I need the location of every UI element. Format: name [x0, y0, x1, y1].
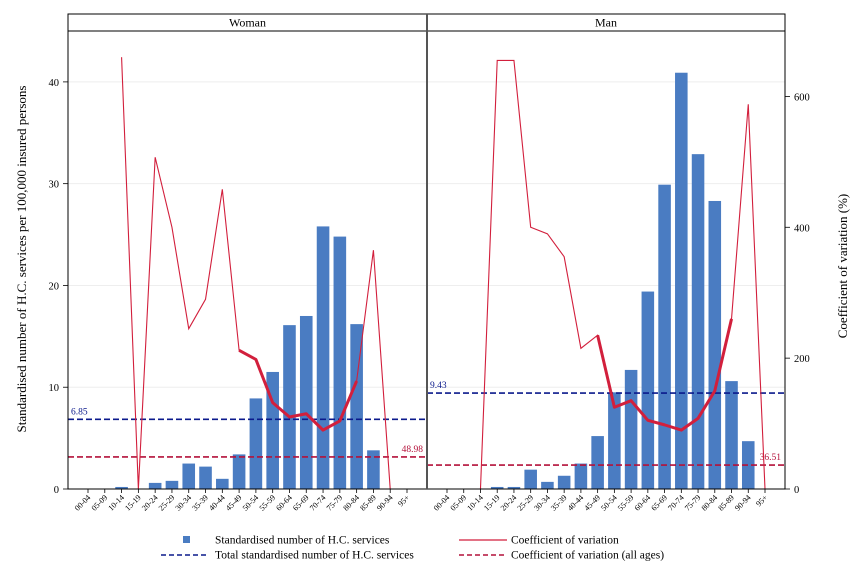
panel-1-bar-16 — [350, 324, 363, 489]
panel-2-bar-9 — [591, 436, 604, 489]
panel-1-xtick-label-1: 05-09 — [90, 493, 110, 513]
panel-2-xtick-label-3: 15-19 — [482, 493, 502, 513]
legend-label-cv-line: Coefficient of variation — [511, 535, 619, 547]
legend-label-cv-all-ref: Coefficient of variation (all ages) — [511, 550, 664, 562]
panel-1-bar-17 — [367, 450, 380, 489]
panel-2-bar-13 — [658, 184, 671, 489]
panel-2-bar-17 — [725, 381, 738, 489]
panel-1-bar-5 — [165, 480, 179, 489]
y-left-tick-label-3: 30 — [49, 180, 60, 191]
panel-1-xtick-label-6: 30-34 — [174, 493, 194, 513]
panel-1-xtick-label-3: 15-19 — [123, 493, 143, 513]
panel-2-xtick-label-14: 70-74 — [666, 493, 686, 513]
panel-2-cv-line-bold — [596, 318, 733, 432]
panel-2-bar-15 — [691, 154, 705, 489]
panel-2-xtick-label-17: 85-89 — [716, 493, 736, 513]
panel-2-xtick-label-0: 00-04 — [432, 493, 452, 513]
panel-2-xtick-label-12: 60-64 — [633, 493, 653, 513]
panel-2-xtick-label-2: 10-14 — [465, 493, 485, 513]
panel-2-xtick-label-11: 55-59 — [616, 493, 636, 513]
panel-1-bar-11 — [266, 371, 279, 489]
panel-2-bar-16 — [708, 200, 722, 490]
panel-2-xtick-label-16: 80-84 — [700, 493, 720, 513]
panel-1-xtick-label-19: 95+ — [396, 493, 412, 509]
panel-2-total-ref-label: 9.43 — [430, 381, 447, 391]
y-left-tick-label-2: 20 — [49, 281, 60, 292]
y-left-tick-label-4: 40 — [49, 78, 60, 89]
panel-1-xtick-label-16: 80-84 — [341, 493, 361, 513]
panel-1-xtick-label-14: 70-74 — [308, 493, 328, 513]
panel-2-bar-11 — [624, 369, 638, 489]
panel-2-xtick-label-13: 65-69 — [649, 493, 669, 513]
panel-2-bar-14 — [675, 72, 688, 490]
panel-2-bar-5 — [524, 469, 537, 489]
panel-2-bar-18 — [741, 441, 755, 489]
panel-1-xtick-label-8: 40-44 — [207, 493, 227, 513]
plot-layer: 6.8548.98Woman00-0405-0910-1415-1920-242… — [49, 13, 810, 513]
panel-1-bar-14 — [316, 226, 330, 489]
panel-2-xtick-label-4: 20-24 — [499, 493, 519, 513]
panel-1-bar-12 — [283, 325, 296, 489]
panel-1-bar-15 — [333, 236, 347, 489]
y-axis-title-right: Coefficient of variation (%) — [835, 194, 850, 339]
panel-2-strip-title: Man — [595, 16, 617, 30]
panel-1-xtick-label-10: 50-54 — [241, 493, 261, 513]
panel-1-bar-4 — [148, 482, 162, 489]
y-right-tick-label-2: 400 — [794, 223, 810, 234]
panel-1-bar-10 — [249, 398, 263, 489]
panel-1-xtick-label-4: 20-24 — [140, 493, 160, 513]
y-axis-title-left: Standardised number of H.C. services per… — [14, 86, 29, 433]
panel-2-xtick-label-9: 45-49 — [582, 493, 602, 513]
panel-2-xtick-label-8: 40-44 — [566, 493, 586, 513]
panel-2-bar-3 — [490, 486, 504, 489]
panel-2-xtick-label-15: 75-79 — [683, 493, 703, 513]
panel-1-bar-6 — [182, 463, 196, 489]
panel-1-bar-9 — [232, 454, 246, 489]
panel-1-frame — [67, 30, 428, 490]
panel-2-xtick-label-6: 30-34 — [532, 493, 552, 513]
panel-1-xtick-label-5: 25-29 — [157, 493, 177, 513]
panel-1-xtick-label-17: 85-89 — [358, 493, 378, 513]
y-left-tick-label-0: 0 — [54, 485, 59, 496]
panel-1-bar-2 — [115, 486, 128, 489]
legend-label-bar: Standardised number of H.C. services — [215, 535, 390, 547]
panel-2-cv-line-0 — [479, 59, 766, 490]
legend: Standardised number of H.C. services Coef… — [161, 535, 664, 562]
panel-2-xtick-label-18: 90-94 — [733, 493, 753, 513]
panel-2-xtick-label-5: 25-29 — [516, 493, 536, 513]
panel-2-xtick-label-10: 50-54 — [599, 493, 619, 513]
panel-1-xtick-label-0: 00-04 — [73, 493, 93, 513]
legend-swatch-bar — [183, 536, 190, 543]
panel-1-total-ref-label: 6.85 — [71, 407, 88, 417]
panel-1-xtick-label-9: 45-49 — [224, 493, 244, 513]
panel-1-xtick-label-13: 65-69 — [291, 493, 311, 513]
panel-1-xtick-label-2: 10-14 — [106, 493, 126, 513]
y-left-tick-label-1: 10 — [49, 383, 60, 394]
y-right-tick-label-1: 200 — [794, 354, 810, 365]
panel-1-bar-8 — [216, 478, 229, 489]
panel-1-xtick-label-7: 35-39 — [190, 493, 210, 513]
panel-2-bar-6 — [541, 481, 554, 489]
panel-1-xtick-label-11: 55-59 — [258, 493, 278, 513]
panel-2-bar-7 — [557, 475, 571, 489]
panel-2-bar-4 — [507, 486, 521, 489]
legend-label-total-ref: Total standardised number of H.C. servic… — [215, 550, 414, 562]
y-right-tick-label-3: 600 — [794, 92, 810, 103]
panel-1-bar-13 — [299, 315, 313, 489]
panel-1-xtick-label-12: 60-64 — [274, 493, 294, 513]
panel-1-strip-title: Woman — [229, 16, 266, 30]
panel-1-cv-line-bold — [238, 348, 359, 432]
panel-2-xtick-label-1: 05-09 — [449, 493, 469, 513]
panel-1-cv-all-ref-label: 48.98 — [402, 445, 424, 455]
panel-2-xtick-label-7: 35-39 — [549, 493, 569, 513]
panel-2-xtick-label-19: 95+ — [754, 493, 770, 509]
y-right-tick-label-0: 0 — [794, 485, 799, 496]
panel-1-xtick-label-18: 90-94 — [375, 493, 395, 513]
panel-1-bar-7 — [199, 466, 212, 489]
panel-1-xtick-label-15: 75-79 — [325, 493, 345, 513]
panel-2-bar-12 — [641, 291, 655, 489]
panel-2-cv-all-ref-label: 36.51 — [760, 453, 782, 463]
panel-2-bar-8 — [574, 463, 588, 489]
